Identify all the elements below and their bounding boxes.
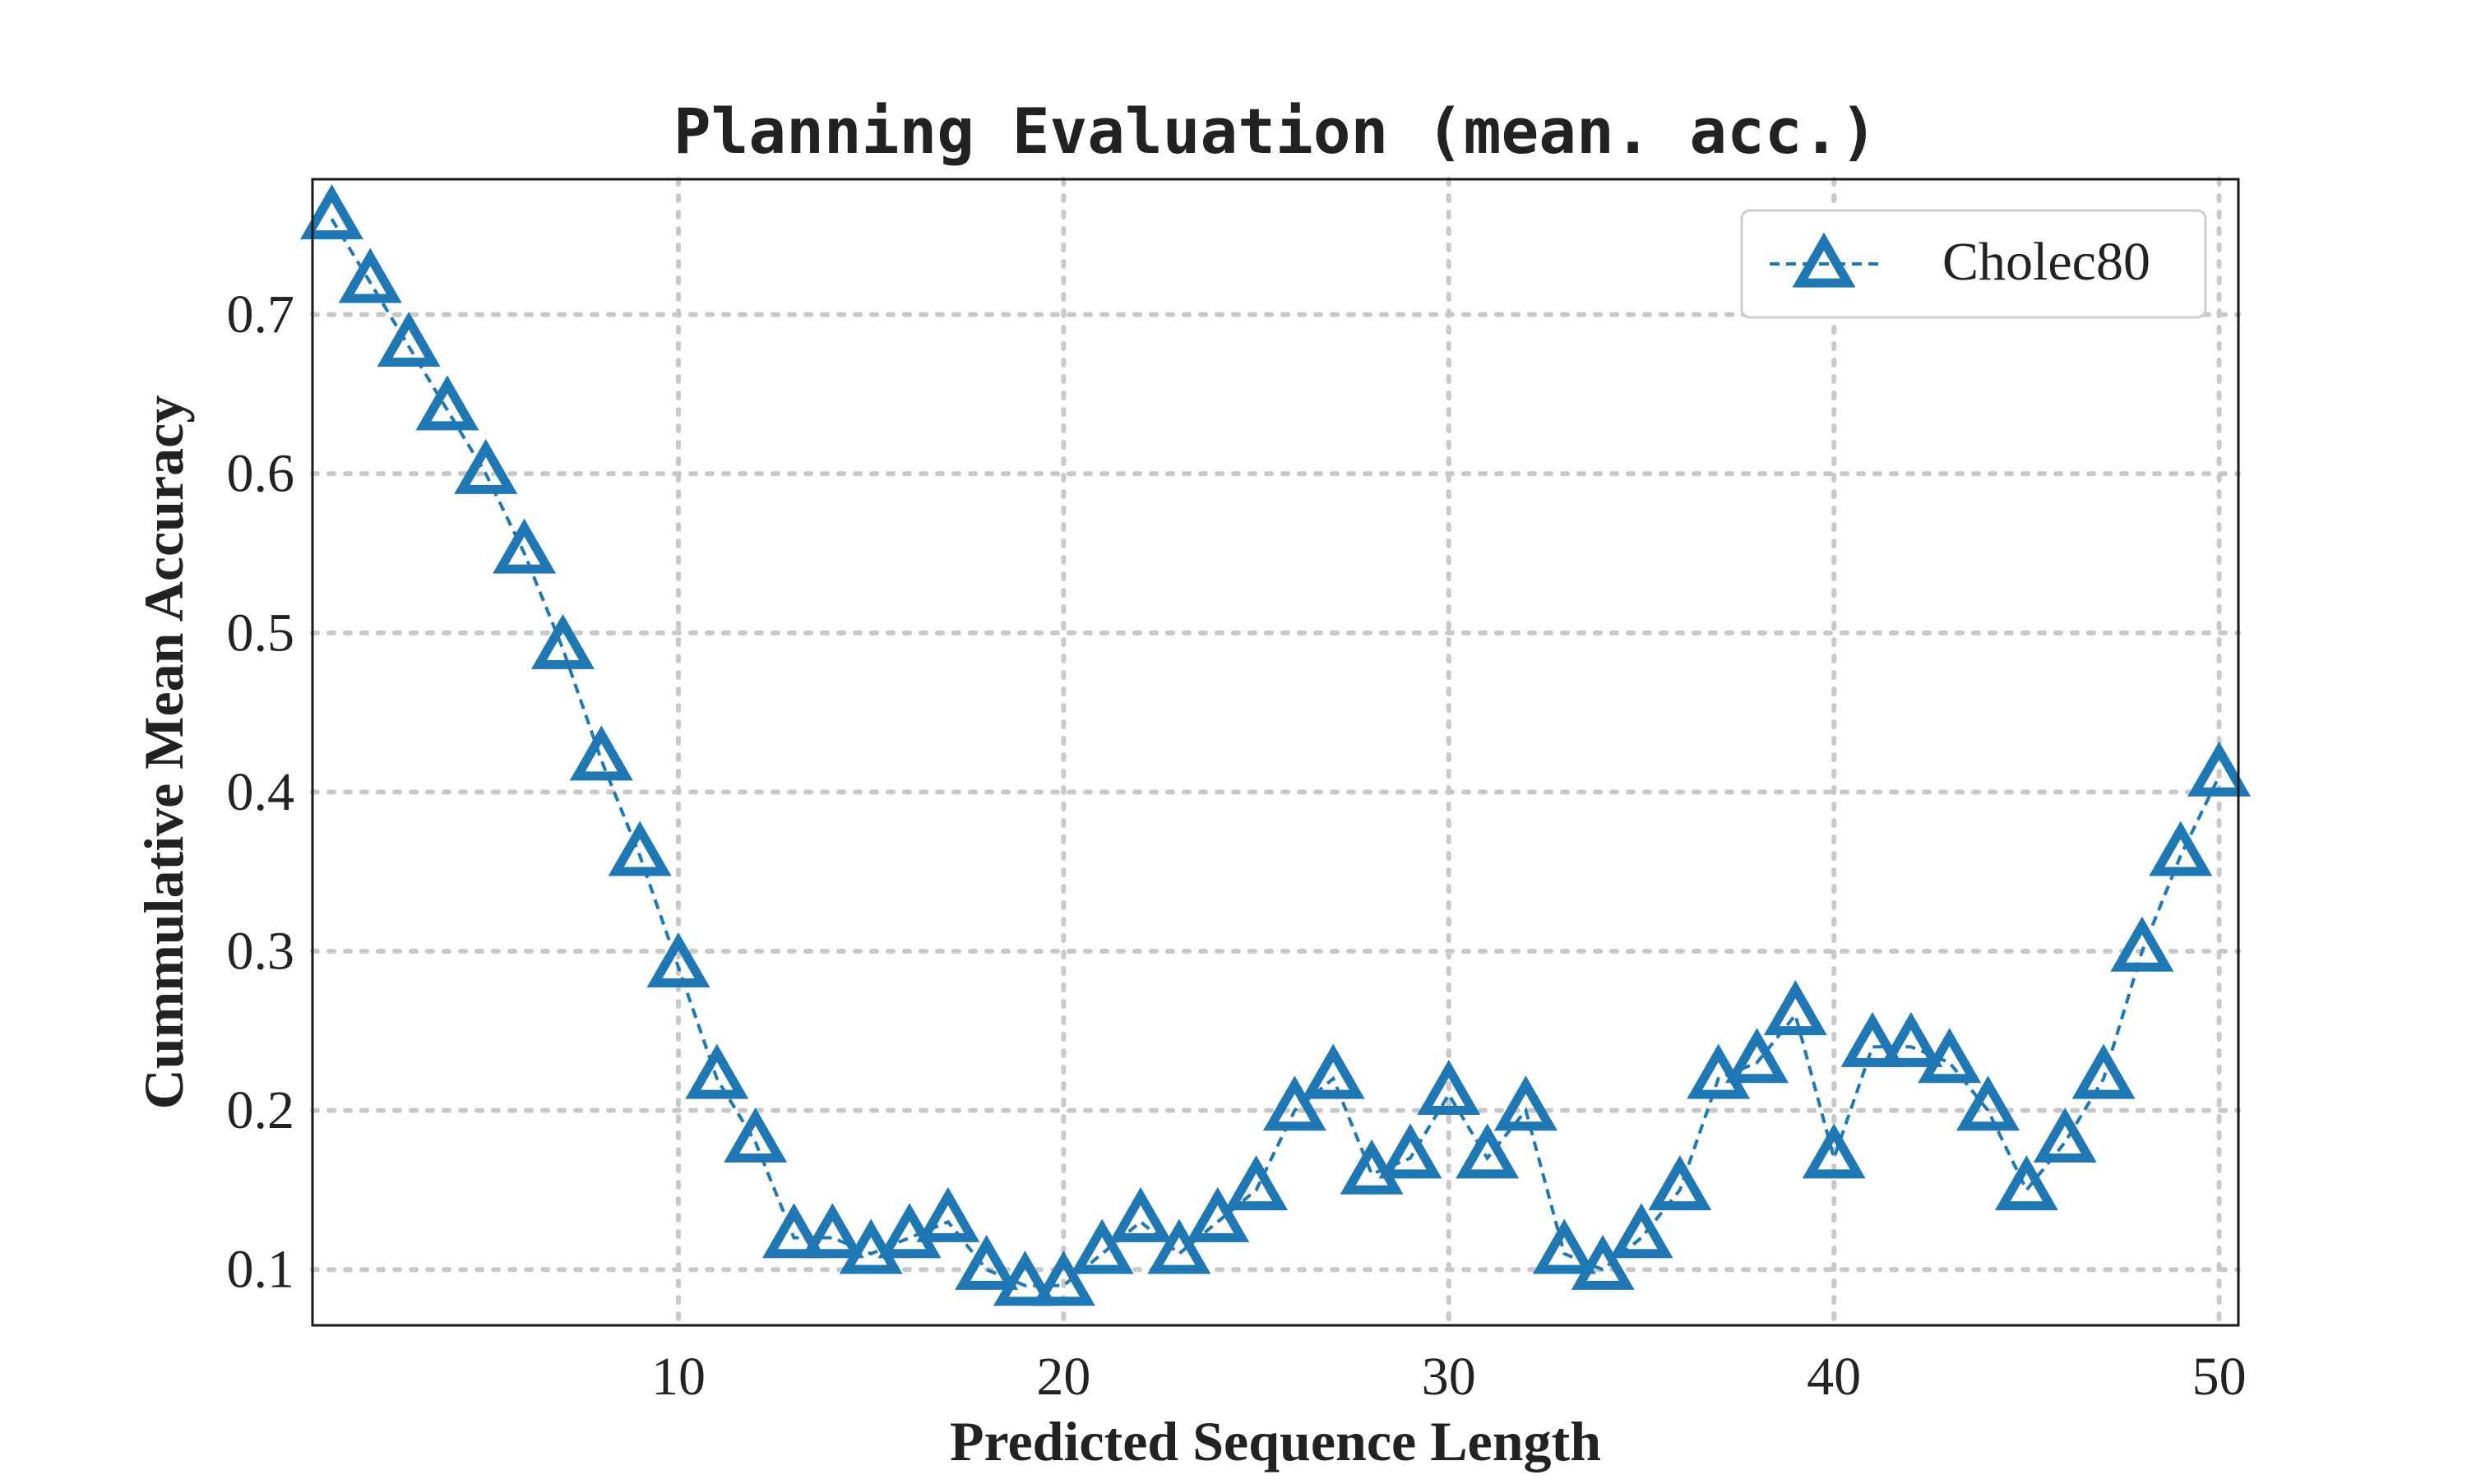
y-tick-label: 0.7 (227, 284, 295, 344)
data-point-marker (608, 821, 672, 876)
data-point-marker (916, 1186, 980, 1242)
data-point-marker (1724, 1028, 1789, 1084)
data-point-marker (1378, 1123, 1442, 1179)
data-point-marker (839, 1218, 903, 1274)
data-point-marker (2033, 1107, 2097, 1163)
data-point-marker (415, 375, 479, 431)
data-point-marker (1571, 1234, 1635, 1290)
x-tick-label: 10 (651, 1347, 706, 1407)
data-point-marker (2071, 1043, 2136, 1099)
y-tick-label: 0.3 (227, 922, 295, 982)
tick-labels: 10 20 30 40 50 0.1 0.2 0.3 0.4 0.5 0.6 0.7 (227, 284, 2247, 1407)
data-point-marker (2187, 741, 2252, 797)
y-tick-label: 0.1 (227, 1240, 295, 1300)
data-point-marker (800, 1203, 864, 1259)
y-tick-label: 0.4 (227, 762, 295, 822)
data-point-marker (955, 1234, 1019, 1290)
x-tick-label: 30 (1422, 1347, 1476, 1407)
data-point-marker (1687, 1043, 1751, 1099)
y-tick-label: 0.5 (227, 603, 295, 663)
data-point-marker (530, 613, 595, 669)
data-point-marker (1031, 1251, 1095, 1306)
legend: Cholec80 (1740, 209, 2207, 319)
data-point-marker (1802, 1123, 1866, 1179)
y-tick-label: 0.6 (227, 444, 295, 504)
data-point-marker (569, 725, 633, 781)
data-point-marker (1186, 1186, 1250, 1242)
data-point-marker (1648, 1155, 1712, 1211)
data-point-marker (1340, 1139, 1404, 1195)
data-point-marker (1609, 1203, 1673, 1259)
data-point-marker (377, 311, 441, 367)
data-point-marker (993, 1251, 1058, 1306)
chart-title: Planning Evaluation (mean. acc.) (673, 95, 1877, 168)
y-tick-label: 0.2 (227, 1080, 295, 1140)
data-point-marker (454, 438, 518, 494)
data-point-marker (1109, 1186, 1173, 1242)
data-point-marker (299, 184, 363, 240)
data-point-marker (1879, 1011, 1943, 1067)
plot-area-frame (311, 178, 2240, 1327)
data-point-marker (761, 1203, 826, 1259)
data-point-marker (1456, 1123, 1520, 1179)
data-point-marker (1417, 1059, 1481, 1115)
data-point-marker (1493, 1075, 1557, 1131)
data-point-marker (1918, 1028, 1982, 1084)
data-point-marker (1147, 1218, 1211, 1274)
data-point-marker (724, 1107, 788, 1163)
x-tick-label: 40 (1807, 1347, 1861, 1407)
data-point-marker (1532, 1218, 1596, 1274)
y-axis-label: Cummulative Mean Accuracy (132, 395, 195, 1110)
legend-box (1740, 209, 2207, 319)
data-point-marker (493, 518, 557, 574)
data-point-marker (877, 1203, 942, 1259)
data-point-marker (1994, 1155, 2058, 1211)
series-layer (299, 184, 2252, 1306)
data-point-marker (1224, 1155, 1289, 1211)
data-point-marker (685, 1043, 749, 1099)
data-point-marker (1262, 1075, 1326, 1131)
x-tick-label: 20 (1036, 1347, 1090, 1407)
data-point-marker (1070, 1218, 1134, 1274)
data-point-marker (2149, 821, 2213, 876)
legend-marker-triangle-icon (1792, 232, 1856, 288)
legend-label: Cholec80 (1942, 232, 2150, 292)
data-point-marker (1301, 1043, 1365, 1099)
x-tick-label: 50 (2192, 1347, 2247, 1407)
data-point-marker (646, 932, 710, 988)
data-point-marker (2110, 916, 2174, 972)
data-point-marker (1956, 1075, 2020, 1131)
data-point-marker (1763, 980, 1827, 1036)
data-point-marker (338, 247, 402, 303)
data-point-marker (1840, 1011, 1905, 1067)
x-axis-label: Predicted Sequence Length (950, 1410, 1601, 1472)
